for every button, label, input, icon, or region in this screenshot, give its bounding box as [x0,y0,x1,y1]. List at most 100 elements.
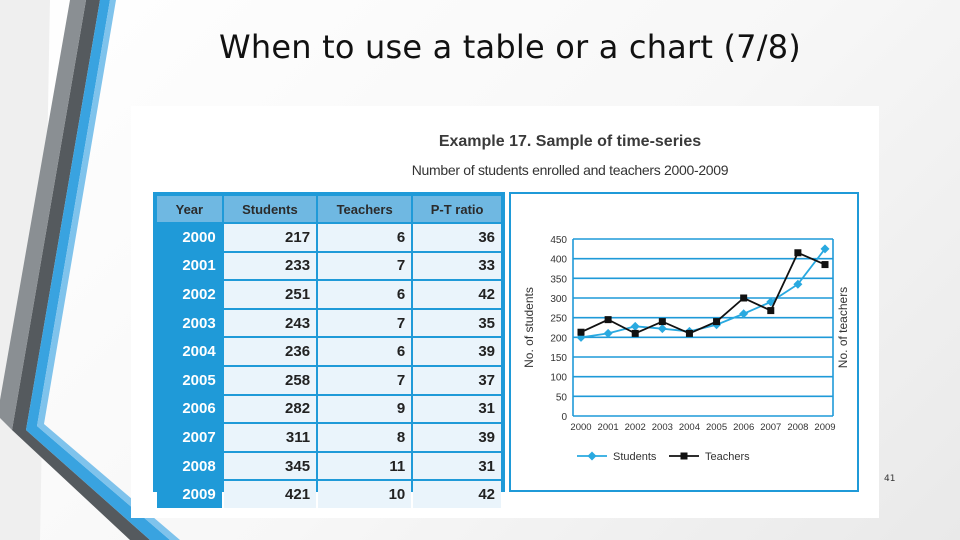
cell-year: 2007 [157,424,222,451]
legend-label-students: Students [613,451,657,463]
header-pt-ratio: P-T ratio [413,196,501,222]
y-tick-label: 450 [550,235,567,246]
figure-subtitle: Number of students enrolled and teachers… [411,162,729,178]
figure-image: Example 17. Sample of time-series Number… [131,106,879,518]
data-point-teachers [767,307,775,315]
data-point-teachers [658,318,666,326]
cell-year: 2003 [157,309,222,337]
cell-year: 2008 [157,452,222,480]
cell-teachers: 6 [318,338,412,365]
cell-students: 217 [223,224,317,251]
cell-students: 251 [223,281,317,308]
table-row: 2004 236 6 39 [157,338,501,365]
y-tick-label: 350 [550,274,567,285]
slide-title: When to use a table or a chart (7/8) [219,28,801,66]
table-row: 2003 243 7 35 [157,309,501,337]
table-row: 2009 421 10 42 [157,481,501,508]
data-table: Year Students Teachers P-T ratio 2000 21… [155,194,503,510]
cell-teachers: 7 [318,252,412,280]
cell-year: 2009 [157,481,222,508]
data-point-students [820,244,830,254]
cell-teachers: 6 [318,281,412,308]
data-point-teachers [821,261,829,269]
table-row: 2007 311 8 39 [157,424,501,451]
legend-label-teachers: Teachers [705,451,750,463]
cell-teachers: 9 [318,395,412,423]
table-row: 2000 217 6 36 [157,224,501,251]
header-students: Students [223,196,317,222]
series-line-teachers [580,251,826,335]
data-point-students [576,332,586,342]
data-point-students [739,309,749,319]
data-point-students [603,328,613,338]
table-row: 2006 282 9 31 [157,395,501,423]
cell-year: 2006 [157,395,222,423]
cell-students: 258 [223,366,317,394]
y-tick-label: 50 [556,392,568,403]
x-tick-label: 2008 [787,422,808,433]
data-point-students [657,324,667,334]
cell-students: 233 [223,252,317,280]
x-tick-label: 2009 [814,422,835,433]
y2-axis-title: No. of teachers [836,287,850,368]
cell-teachers: 6 [318,224,412,251]
chart-container: 450 400 350 300 250 200 150 100 50 0 2000 2001 2002 2… [509,192,859,492]
cell-teachers: 11 [318,452,412,480]
y-tick-label: 0 [561,412,567,423]
x-tick-label: 2001 [598,422,619,433]
cell-year: 2001 [157,252,222,280]
x-tick-label: 2004 [679,422,700,433]
data-point-students [793,279,803,289]
data-point-teachers [740,294,748,302]
data-point-students [766,297,776,307]
y-tick-label: 400 [550,255,567,266]
table-row: 2008 345 11 31 [157,452,501,480]
x-tick-label: 2003 [652,422,673,433]
cell-pt-ratio: 31 [413,395,501,423]
cell-pt-ratio: 42 [413,481,501,508]
data-point-teachers [604,316,612,324]
table-row: 2001 233 7 33 [157,252,501,280]
x-tick-label: 2000 [570,422,591,433]
cell-teachers: 10 [318,481,412,508]
table-header-row: Year Students Teachers P-T ratio [157,196,501,222]
cell-year: 2002 [157,281,222,308]
y-tick-label: 250 [550,314,567,325]
cell-year: 2000 [157,224,222,251]
cell-students: 311 [223,424,317,451]
table-row: 2005 258 7 37 [157,366,501,394]
cell-students: 421 [223,481,317,508]
cell-pt-ratio: 39 [413,424,501,451]
header-year: Year [157,196,222,222]
x-tick-label: 2007 [760,422,781,433]
cell-year: 2005 [157,366,222,394]
y-tick-label: 300 [550,294,567,305]
data-point-teachers [631,329,639,337]
y-axis-title: No. of students [522,287,536,368]
data-point-teachers [577,328,585,336]
cell-pt-ratio: 36 [413,224,501,251]
header-teachers: Teachers [318,196,412,222]
legend-marker-students [587,451,597,461]
cell-students: 345 [223,452,317,480]
cell-pt-ratio: 35 [413,309,501,337]
figure-title: Example 17. Sample of time-series [438,133,702,150]
y-tick-label: 100 [550,373,567,384]
data-point-students [630,321,640,331]
y-tick-label: 150 [550,353,567,364]
cell-year: 2004 [157,338,222,365]
x-tick-label: 2002 [625,422,646,433]
cell-pt-ratio: 31 [413,452,501,480]
cell-students: 243 [223,309,317,337]
legend-marker-teachers [680,452,688,460]
cell-teachers: 8 [318,424,412,451]
cell-pt-ratio: 33 [413,252,501,280]
table-row: 2002 251 6 42 [157,281,501,308]
data-point-teachers [794,249,802,257]
cell-pt-ratio: 39 [413,338,501,365]
data-point-teachers [713,318,721,326]
cell-teachers: 7 [318,309,412,337]
cell-pt-ratio: 42 [413,281,501,308]
